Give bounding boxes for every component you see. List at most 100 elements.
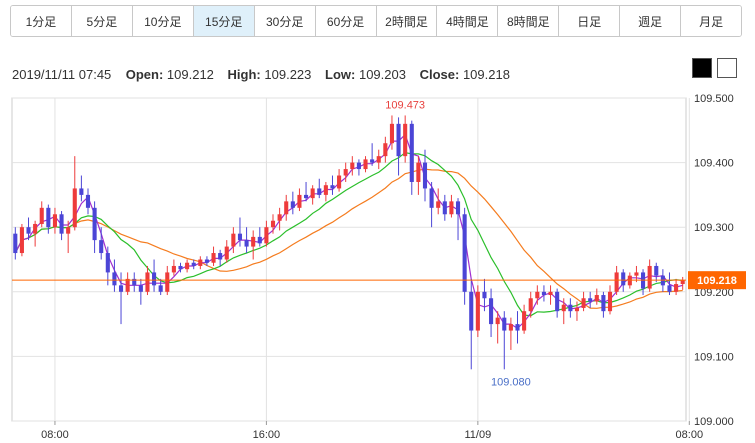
tab-timeframe[interactable]: 15分足 bbox=[193, 6, 255, 36]
candle bbox=[409, 120, 414, 195]
candle bbox=[343, 162, 348, 182]
candle bbox=[92, 201, 97, 254]
candle bbox=[178, 262, 183, 273]
candle-body bbox=[376, 156, 381, 163]
candle-body bbox=[469, 291, 474, 331]
candle-body bbox=[594, 295, 599, 302]
candle-body bbox=[13, 233, 18, 254]
candle-body bbox=[178, 265, 183, 270]
candle bbox=[118, 272, 124, 325]
candle-body bbox=[515, 324, 520, 331]
candle-body bbox=[59, 214, 64, 234]
tab-timeframe[interactable]: 1分足 bbox=[11, 6, 72, 36]
candle-body bbox=[132, 278, 137, 286]
ohlc-datetime: 2019/11/11 07:45 bbox=[12, 67, 112, 82]
candle bbox=[396, 117, 401, 176]
candle-body bbox=[370, 159, 375, 163]
candle-body bbox=[257, 236, 262, 244]
y-tick-label: 109.500 bbox=[694, 93, 734, 105]
candle bbox=[33, 220, 38, 247]
candle bbox=[125, 272, 130, 296]
candle-body bbox=[462, 214, 467, 292]
tab-timeframe[interactable]: 2時間足 bbox=[376, 6, 438, 36]
candle-body bbox=[522, 311, 527, 331]
candle-body bbox=[555, 291, 560, 312]
y-tick-label: 109.000 bbox=[694, 416, 734, 428]
close-label: Close: bbox=[419, 67, 460, 82]
candle-body bbox=[449, 201, 454, 215]
candle-body bbox=[389, 123, 394, 144]
candle-body bbox=[290, 201, 295, 208]
candle bbox=[442, 194, 447, 221]
open-value: 109.212 bbox=[166, 67, 214, 82]
close-value: 109.218 bbox=[462, 67, 510, 82]
candle-body bbox=[429, 188, 434, 208]
plot-frame bbox=[11, 97, 687, 422]
candle-body bbox=[674, 284, 679, 292]
current-price-tag bbox=[688, 271, 746, 290]
y-tick-label: 109.100 bbox=[694, 351, 734, 363]
candle-body bbox=[125, 278, 130, 292]
candle-body bbox=[310, 188, 315, 199]
candle bbox=[462, 207, 467, 305]
candle-body bbox=[356, 162, 361, 170]
dark-theme-button[interactable] bbox=[692, 58, 712, 78]
candle-body bbox=[541, 291, 546, 296]
high-label: High: bbox=[227, 67, 261, 82]
candle-body bbox=[422, 162, 428, 189]
tab-timeframe[interactable]: 60分足 bbox=[315, 6, 377, 36]
candle bbox=[515, 311, 520, 344]
candle-body bbox=[568, 304, 573, 312]
candle bbox=[244, 227, 249, 254]
candle bbox=[310, 185, 315, 205]
tab-timeframe[interactable]: 8時間足 bbox=[498, 6, 560, 36]
candle bbox=[403, 115, 408, 163]
candle-body bbox=[33, 223, 38, 234]
candle-body bbox=[152, 272, 157, 286]
timeframe-tabs: 1分足 5分足 10分足 15分足 30分足 60分足 2時間足 4時間足 8時間足 日足 週足 月足 bbox=[10, 5, 742, 37]
candle-body bbox=[581, 298, 586, 308]
candle-body bbox=[337, 175, 342, 189]
candle bbox=[561, 298, 566, 325]
tab-timeframe[interactable]: 日足 bbox=[559, 6, 621, 36]
candle bbox=[317, 178, 322, 199]
candle bbox=[337, 169, 342, 192]
candle bbox=[469, 278, 474, 370]
candle-body bbox=[19, 227, 24, 254]
tab-timeframe[interactable]: 5分足 bbox=[71, 6, 133, 36]
candle-body bbox=[85, 194, 91, 208]
candle bbox=[19, 223, 24, 257]
x-tick-label: 08:00 bbox=[676, 429, 704, 441]
candle-body bbox=[52, 214, 57, 228]
ohlc-readout: 2019/11/11 07:45 Open: 109.212 High: 109… bbox=[12, 67, 520, 82]
candle-body bbox=[607, 291, 613, 312]
candle-body bbox=[350, 162, 355, 170]
candle-body bbox=[403, 123, 408, 157]
candle bbox=[674, 278, 679, 296]
tab-timeframe[interactable]: 週足 bbox=[620, 6, 682, 36]
candle bbox=[158, 278, 163, 296]
light-theme-button[interactable] bbox=[717, 58, 737, 78]
tab-timeframe[interactable]: 4時間足 bbox=[437, 6, 499, 36]
candle bbox=[264, 220, 269, 247]
candle-body bbox=[244, 240, 249, 247]
candle bbox=[370, 143, 375, 166]
low-value: 109.203 bbox=[358, 67, 406, 82]
candle-body bbox=[416, 162, 421, 182]
candle bbox=[356, 159, 361, 176]
candle bbox=[323, 181, 328, 202]
candle bbox=[548, 285, 553, 305]
candle bbox=[251, 230, 256, 260]
candle bbox=[52, 207, 57, 234]
candle bbox=[528, 291, 533, 318]
candle-body bbox=[231, 233, 236, 247]
x-tick-label: 11/09 bbox=[464, 429, 491, 441]
tab-timeframe[interactable]: 10分足 bbox=[132, 6, 194, 36]
candle bbox=[455, 198, 461, 241]
candle bbox=[79, 175, 84, 202]
tab-timeframe[interactable]: 30分足 bbox=[254, 6, 316, 36]
candle bbox=[198, 256, 203, 270]
candle bbox=[284, 194, 289, 221]
tab-timeframe[interactable]: 月足 bbox=[681, 6, 741, 36]
candle-body bbox=[482, 291, 487, 299]
